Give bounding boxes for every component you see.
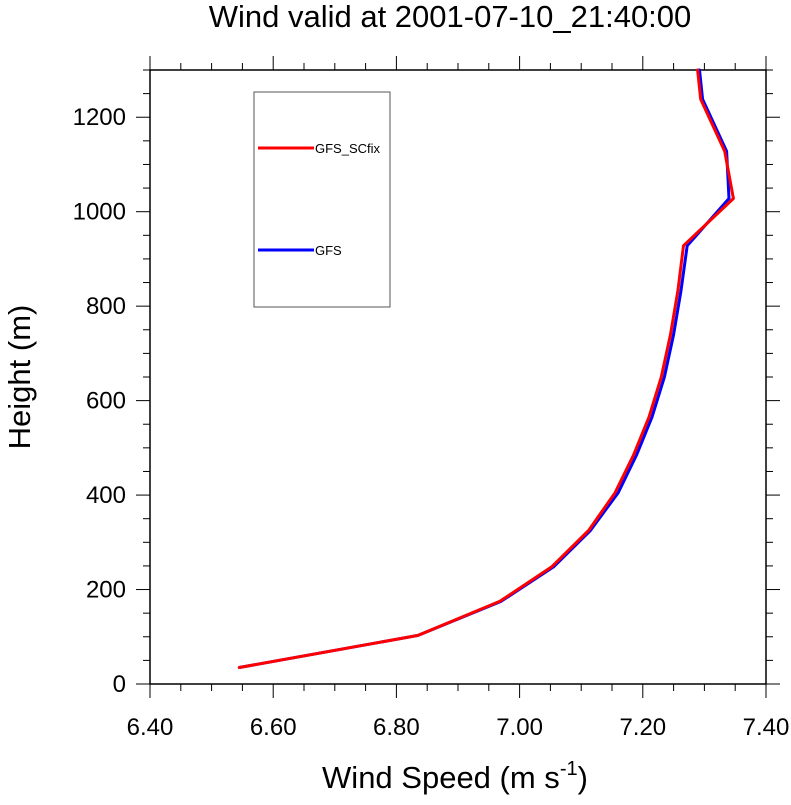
legend-label-gfs-scfix: GFS_SCfix: [315, 141, 381, 156]
y-axis-label: Height (m): [2, 305, 37, 450]
x-axis-label-sup: -1: [560, 758, 578, 780]
legend: GFS_SCfix GFS: [253, 91, 391, 308]
y-tick-label: 200: [86, 577, 126, 604]
x-tick-label: 7.20: [619, 714, 666, 741]
y-tick-label: 1000: [73, 199, 126, 226]
series-line-gfs-scfix: [237, 68, 735, 669]
x-tick-label: 6.60: [250, 714, 297, 741]
y-tick-label: 800: [86, 293, 126, 320]
x-tick-label: 6.80: [373, 714, 420, 741]
legend-label-gfs: GFS: [315, 243, 342, 258]
x-tick-label: 6.40: [127, 714, 174, 741]
x-axis-label-close: ): [578, 760, 588, 795]
y-tick-label: 0: [113, 671, 126, 698]
legend-box: [253, 91, 391, 308]
y-tick-label: 400: [86, 482, 126, 509]
y-tick-label: 1200: [73, 104, 126, 131]
x-tick-label: 7.40: [743, 714, 790, 741]
x-tick-label: 7.00: [496, 714, 543, 741]
x-axis-label-main: Wind Speed (m s: [322, 760, 560, 795]
x-axis-label: Wind Speed (m s-1): [322, 758, 588, 795]
chart-title: Wind valid at 2001-07-10_21:40:00: [209, 0, 692, 34]
series-layer: [237, 68, 735, 669]
y-tick-label: 600: [86, 388, 126, 415]
plot-frame: [149, 69, 767, 685]
axes: 6.40 6.60 6.80 7.00 7.20 7.40 0 200 400 600 800 100…: [73, 56, 790, 741]
